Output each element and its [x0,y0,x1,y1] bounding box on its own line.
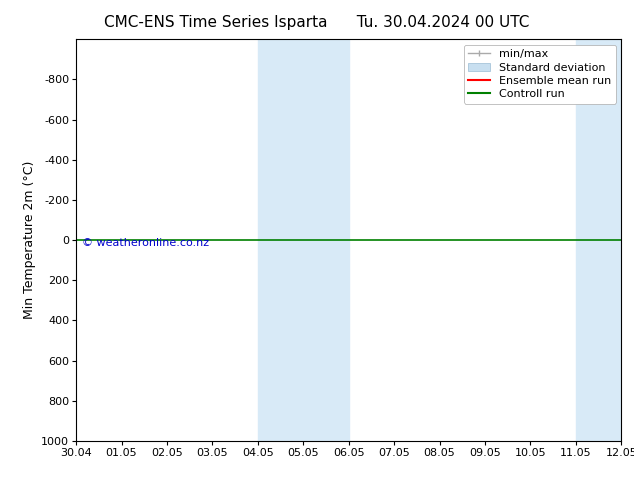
Legend: min/max, Standard deviation, Ensemble mean run, Controll run: min/max, Standard deviation, Ensemble me… [463,45,616,104]
Text: CMC-ENS Time Series Isparta      Tu. 30.04.2024 00 UTC: CMC-ENS Time Series Isparta Tu. 30.04.20… [105,15,529,30]
Bar [576,39,621,441]
Y-axis label: Min Temperature 2m (°C): Min Temperature 2m (°C) [23,161,36,319]
Text: © weatheronline.co.nz: © weatheronline.co.nz [82,238,209,248]
Bar [258,39,349,441]
